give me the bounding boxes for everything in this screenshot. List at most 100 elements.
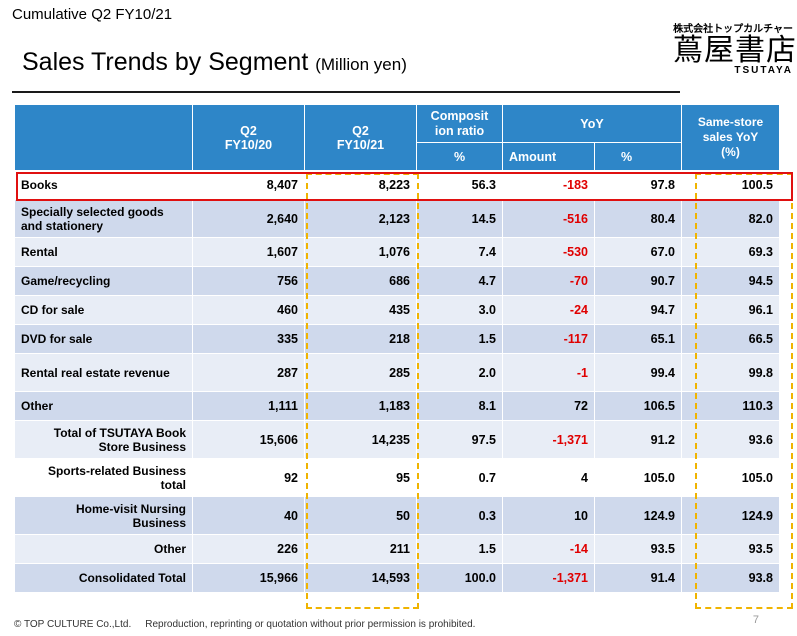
segment-label: DVD for sale <box>14 324 193 354</box>
copyright: © TOP CULTURE Co.,Ltd. <box>14 619 132 630</box>
yoy-pct-value: 106.5 <box>594 391 682 421</box>
fy20-value: 15,966 <box>192 563 305 593</box>
yoy-amount-value: -1,371 <box>502 563 595 593</box>
header-yoy-amount: Amount <box>502 142 595 171</box>
footer: © TOP CULTURE Co.,Ltd. Reproduction, repr… <box>14 619 475 630</box>
slide-subtitle: Cumulative Q2 FY10/21 <box>12 6 173 23</box>
table-row: Sports-related Business total 92 95 0.7 4 105… <box>14 458 780 497</box>
fy20-value: 1,111 <box>192 391 305 421</box>
yoy-amount-value: -1,371 <box>502 420 595 459</box>
segment-label: Total of TSUTAYA Book Store Business <box>14 420 193 459</box>
same-store-value: 93.6 <box>681 420 780 459</box>
ratio-value: 56.3 <box>416 170 503 200</box>
fy21-value: 686 <box>304 266 417 296</box>
yoy-pct-value: 67.0 <box>594 237 682 267</box>
header-fy21: Q2 FY10/21 <box>304 104 417 171</box>
yoy-amount-value: -70 <box>502 266 595 296</box>
table-row: Other 226 211 1.5 -14 93.5 93.5 <box>14 534 780 564</box>
ratio-value: 1.5 <box>416 324 503 354</box>
ratio-value: 0.3 <box>416 496 503 535</box>
same-store-value: 93.8 <box>681 563 780 593</box>
yoy-amount-value: -530 <box>502 237 595 267</box>
same-store-value: 124.9 <box>681 496 780 535</box>
header-ratio-unit: % <box>416 142 503 171</box>
same-store-value: 99.8 <box>681 353 780 392</box>
fy21-value: 8,223 <box>304 170 417 200</box>
segment-label: Home-visit Nursing Business <box>14 496 193 535</box>
logo-english: TSUTAYA <box>734 65 793 76</box>
yoy-amount-value: -14 <box>502 534 595 564</box>
header-yoy: YoY <box>502 104 682 143</box>
fy20-value: 8,407 <box>192 170 305 200</box>
same-store-value: 94.5 <box>681 266 780 296</box>
fy21-value: 14,235 <box>304 420 417 459</box>
fy20-value: 40 <box>192 496 305 535</box>
yoy-amount-value: -24 <box>502 295 595 325</box>
table-row: Game/recycling 756 686 4.7 -70 90.7 94.5 <box>14 266 780 296</box>
fy21-value: 435 <box>304 295 417 325</box>
yoy-amount-value: 10 <box>502 496 595 535</box>
fy20-value: 335 <box>192 324 305 354</box>
yoy-amount-value: -516 <box>502 199 595 238</box>
title-divider <box>12 91 680 93</box>
ratio-value: 100.0 <box>416 563 503 593</box>
fy20-value: 460 <box>192 295 305 325</box>
segment-label: Specially selected goods and stationery <box>14 199 193 238</box>
yoy-pct-value: 124.9 <box>594 496 682 535</box>
ratio-value: 1.5 <box>416 534 503 564</box>
table-row: Home-visit Nursing Business 40 50 0.3 10 124.… <box>14 496 780 535</box>
ratio-value: 7.4 <box>416 237 503 267</box>
segment-label: Books <box>14 170 193 200</box>
yoy-pct-value: 90.7 <box>594 266 682 296</box>
logo-mark: 蔦屋書店 <box>673 33 797 68</box>
title-unit: (Million yen) <box>315 55 407 74</box>
title-text: Sales Trends by Segment <box>22 48 309 76</box>
table-subheader-row: % Amount % <box>15 142 780 171</box>
table-header-row: Q2 FY10/20 Q2 FY10/21 Composit ion ratio… <box>14 104 780 171</box>
yoy-pct-value: 80.4 <box>594 199 682 238</box>
ratio-value: 3.0 <box>416 295 503 325</box>
segment-sales-table: Q2 FY10/20 Q2 FY10/21 Composit ion ratio… <box>14 104 780 593</box>
header-segment <box>14 104 193 171</box>
fy20-value: 226 <box>192 534 305 564</box>
yoy-pct-value: 65.1 <box>594 324 682 354</box>
fy20-value: 2,640 <box>192 199 305 238</box>
logo-company-name: 株式会社トップカルチャー <box>673 24 793 35</box>
fy21-value: 50 <box>304 496 417 535</box>
fy21-value: 211 <box>304 534 417 564</box>
fy21-value: 1,076 <box>304 237 417 267</box>
fy20-value: 92 <box>192 458 305 497</box>
ratio-value: 97.5 <box>416 420 503 459</box>
same-store-value: 100.5 <box>681 170 780 200</box>
fy21-value: 285 <box>304 353 417 392</box>
same-store-value: 105.0 <box>681 458 780 497</box>
header-yoy-pct: % <box>594 142 682 171</box>
fy21-value: 14,593 <box>304 563 417 593</box>
segment-label: Game/recycling <box>14 266 193 296</box>
yoy-pct-value: 93.5 <box>594 534 682 564</box>
segment-label: Rental <box>14 237 193 267</box>
same-store-value: 96.1 <box>681 295 780 325</box>
same-store-value: 93.5 <box>681 534 780 564</box>
table-row: CD for sale 460 435 3.0 -24 94.7 96.1 <box>14 295 780 325</box>
table-row: Other 1,111 1,183 8.1 72 106.5 110.3 <box>14 391 780 421</box>
table-row: Rental 1,607 1,076 7.4 -530 67.0 69.3 <box>14 237 780 267</box>
page-number: 7 <box>752 614 759 626</box>
yoy-pct-value: 91.4 <box>594 563 682 593</box>
fy20-value: 1,607 <box>192 237 305 267</box>
fy21-value: 218 <box>304 324 417 354</box>
header-same-store: Same-store sales YoY (%) <box>681 104 780 171</box>
ratio-value: 14.5 <box>416 199 503 238</box>
yoy-pct-value: 105.0 <box>594 458 682 497</box>
fy20-value: 287 <box>192 353 305 392</box>
segment-label: Rental real estate revenue <box>14 353 193 392</box>
yoy-pct-value: 99.4 <box>594 353 682 392</box>
footer-notice: Reproduction, reprinting or quotation wi… <box>145 619 476 630</box>
segment-label: Consolidated Total <box>14 563 193 593</box>
fy20-value: 756 <box>192 266 305 296</box>
table-row: Total of TSUTAYA Book Store Business 15,6… <box>14 420 780 459</box>
segment-label: Other <box>14 391 193 421</box>
header-fy20: Q2 FY10/20 <box>192 104 305 171</box>
same-store-value: 110.3 <box>681 391 780 421</box>
fy21-value: 95 <box>304 458 417 497</box>
